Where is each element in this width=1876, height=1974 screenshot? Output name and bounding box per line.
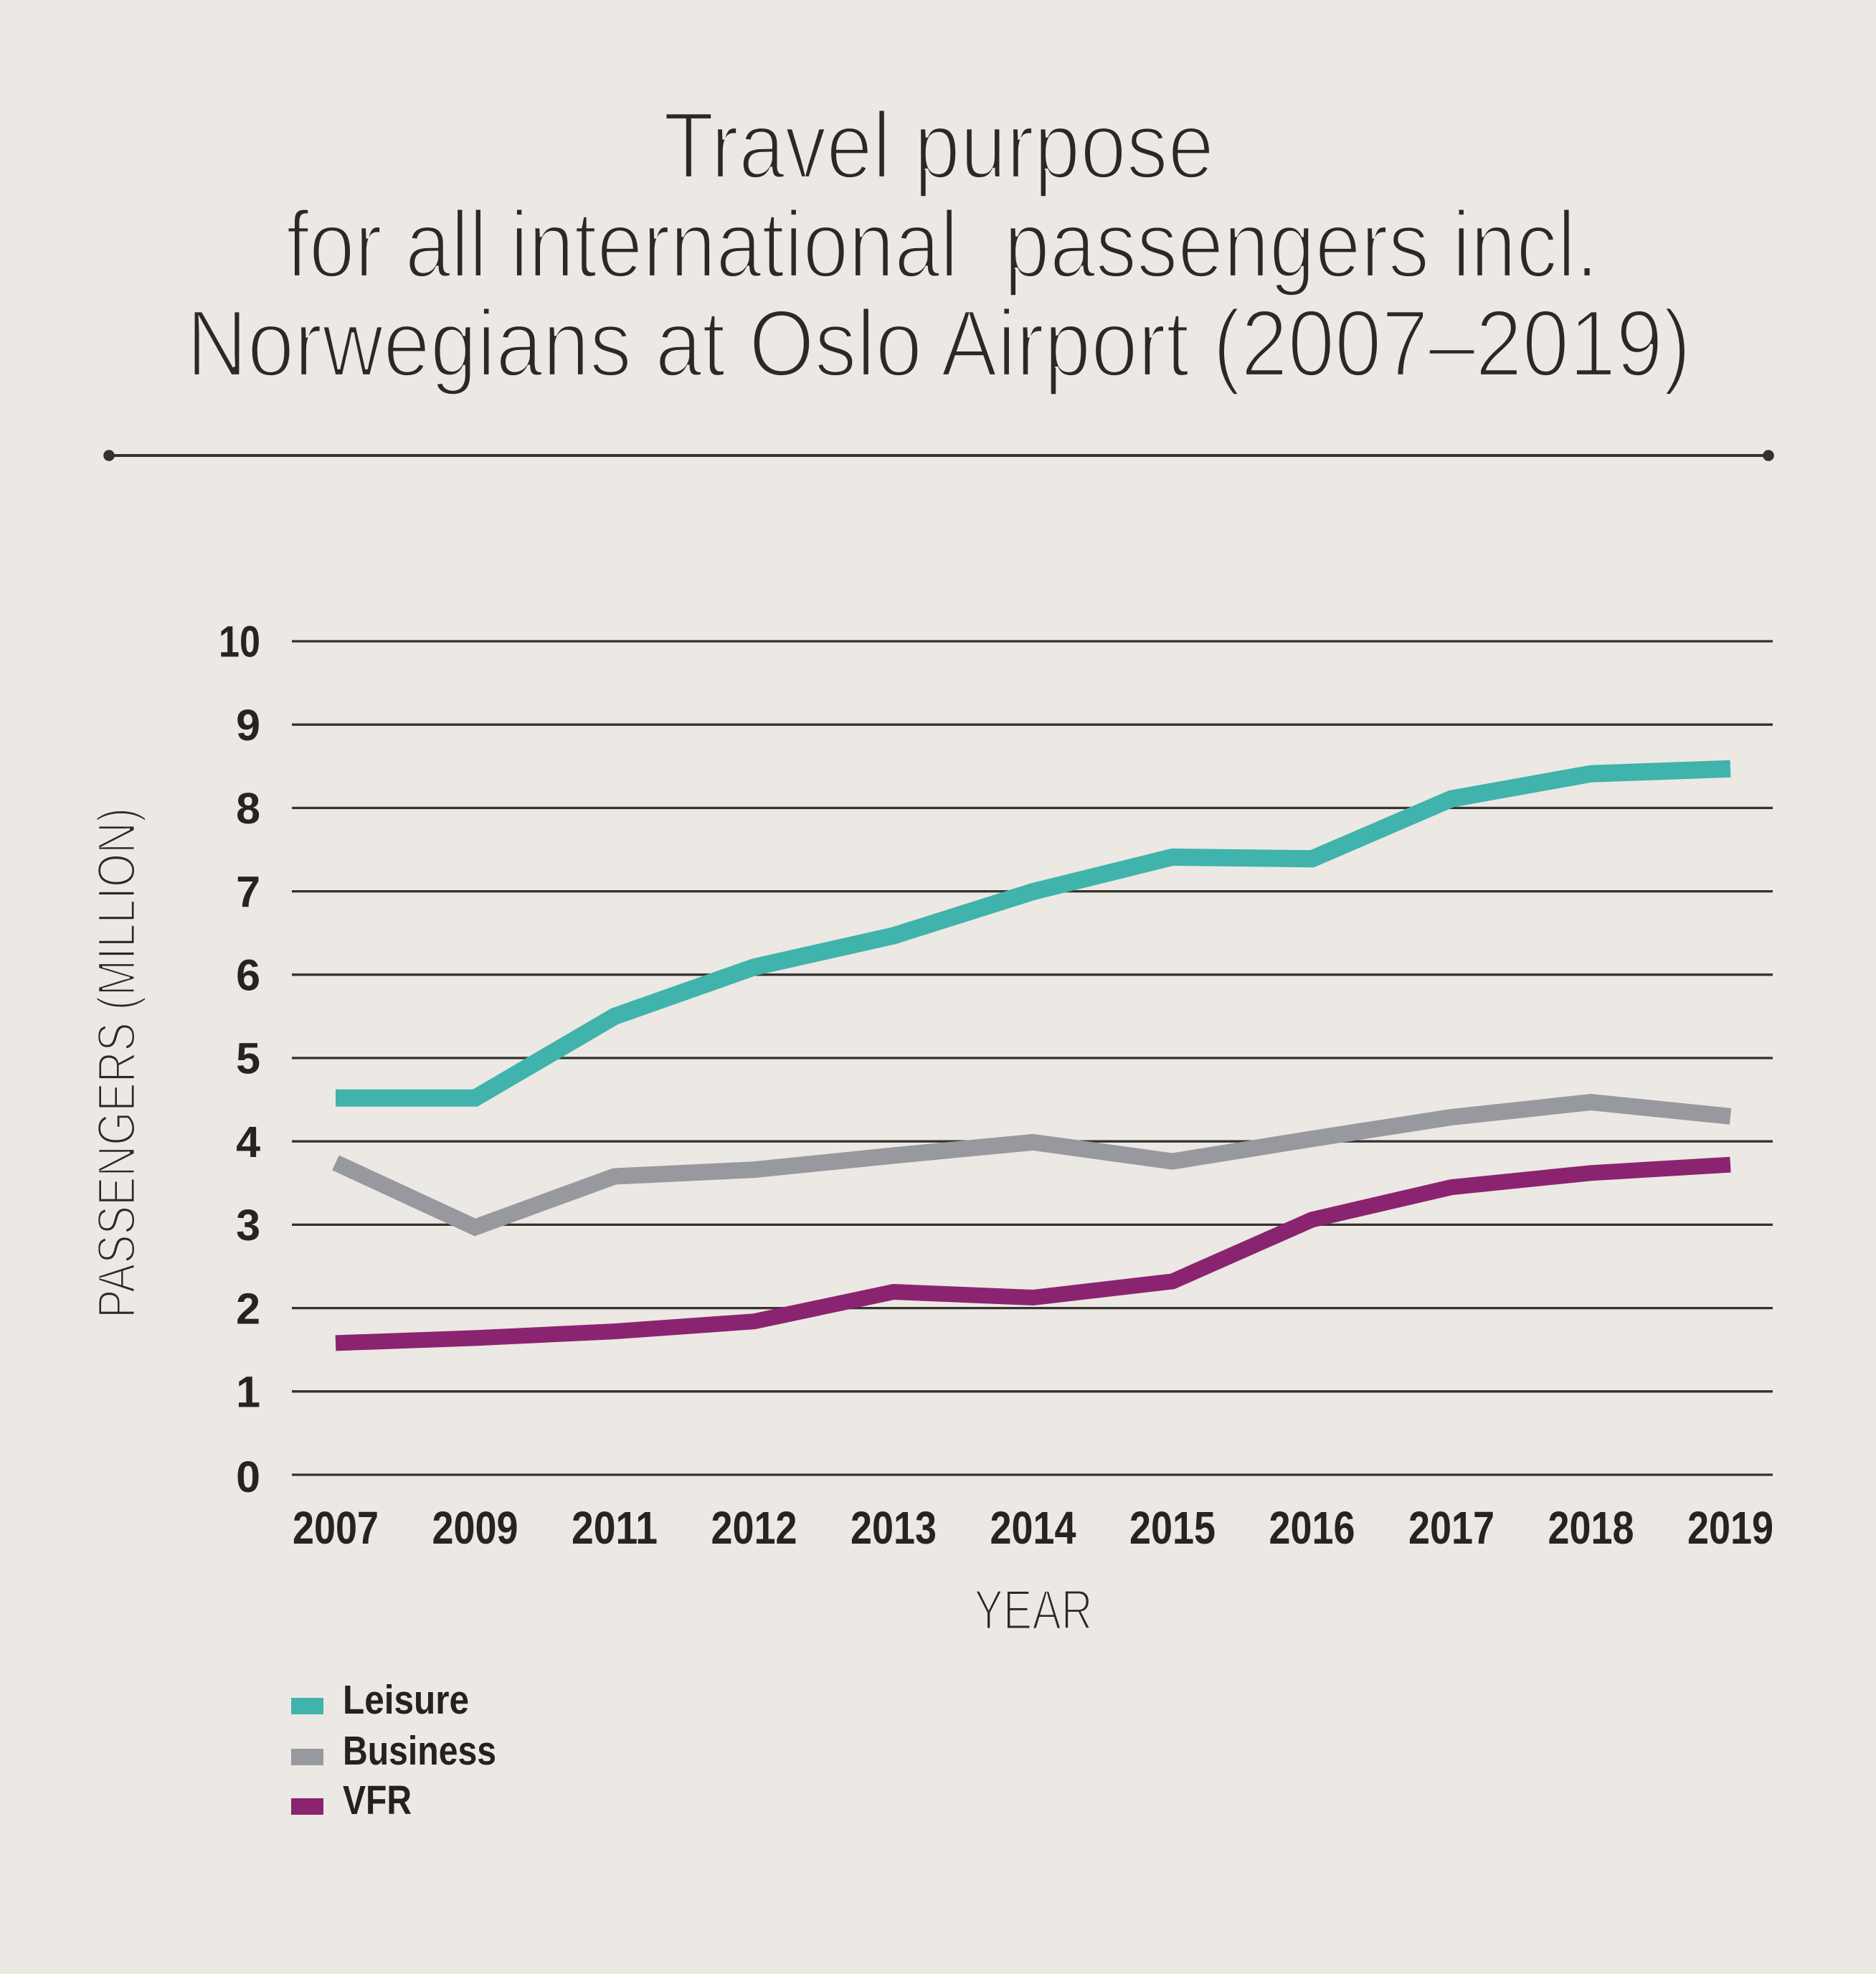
svg-text:4: 4	[236, 1118, 260, 1166]
svg-text:2015: 2015	[1129, 1502, 1216, 1554]
svg-text:2016: 2016	[1269, 1502, 1355, 1554]
svg-text:2019: 2019	[1687, 1502, 1773, 1554]
svg-text:2013: 2013	[851, 1502, 937, 1554]
svg-text:Leisure: Leisure	[343, 1677, 469, 1723]
svg-text:2007: 2007	[293, 1502, 379, 1554]
svg-text:2014: 2014	[990, 1502, 1076, 1554]
svg-text:2018: 2018	[1548, 1502, 1634, 1554]
svg-text:8: 8	[236, 784, 260, 833]
svg-text:3: 3	[236, 1201, 260, 1250]
svg-text:1: 1	[236, 1368, 260, 1417]
svg-text:VFR: VFR	[343, 1777, 412, 1823]
svg-text:Business: Business	[343, 1728, 496, 1774]
svg-text:9: 9	[236, 701, 260, 750]
svg-text:6: 6	[236, 951, 260, 1000]
svg-text:Norwegians at Oslo Airport (20: Norwegians at Oslo Airport (2007–2019)	[186, 291, 1691, 396]
svg-text:2017: 2017	[1408, 1502, 1494, 1554]
svg-text:YEAR: YEAR	[975, 1578, 1093, 1641]
svg-text:10: 10	[219, 618, 260, 666]
svg-text:7: 7	[236, 867, 260, 916]
svg-text:PASSENGERS (MILLION): PASSENGERS (MILLION)	[87, 808, 146, 1318]
svg-text:2: 2	[236, 1284, 260, 1333]
svg-text:2011: 2011	[572, 1502, 658, 1554]
svg-text:for all international passeng: for all international passengers incl.	[286, 192, 1598, 297]
svg-text:0: 0	[236, 1453, 260, 1501]
svg-text:Travel purpose: Travel purpose	[663, 93, 1214, 198]
svg-text:2012: 2012	[711, 1502, 797, 1554]
svg-text:5: 5	[236, 1034, 260, 1083]
svg-text:2009: 2009	[432, 1502, 518, 1554]
